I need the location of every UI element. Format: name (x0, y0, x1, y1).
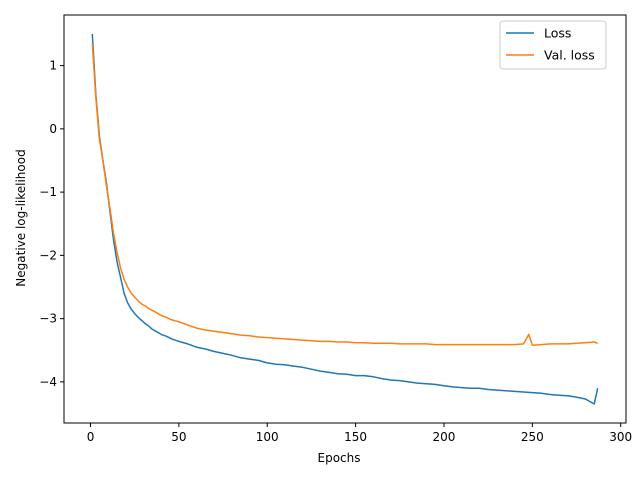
series-layer (91, 33, 599, 405)
x-tick-label: 50 (171, 430, 186, 444)
y-axis-label: Negative log-likelihood (14, 149, 28, 286)
y-tick-label: 0 (49, 122, 57, 136)
x-tick-label: 0 (87, 430, 95, 444)
legend-label: Loss (544, 26, 571, 41)
legend: Loss Val. loss (499, 20, 607, 70)
y-tick-label: −1 (39, 185, 57, 199)
y-tick-label: −2 (39, 248, 57, 262)
x-axis-label: Epochs (318, 451, 361, 465)
y-tick-label: 1 (49, 59, 57, 73)
legend-label: Val. loss (544, 48, 595, 63)
axes-layer: 0 50 100 150 200 250 300 1 0 −1 −2 −3 −4 (39, 14, 632, 444)
y-tick-label: −3 (39, 312, 57, 326)
series-line-val-loss (91, 43, 598, 346)
axes-frame (63, 14, 627, 424)
series-line-loss (91, 33, 599, 405)
x-tick-label: 300 (609, 430, 632, 444)
x-tick-label: 200 (433, 430, 456, 444)
x-tick-label: 100 (256, 430, 279, 444)
y-tick-label: −4 (39, 375, 57, 389)
x-tick-label: 250 (521, 430, 544, 444)
x-tick-label: 150 (344, 430, 367, 444)
